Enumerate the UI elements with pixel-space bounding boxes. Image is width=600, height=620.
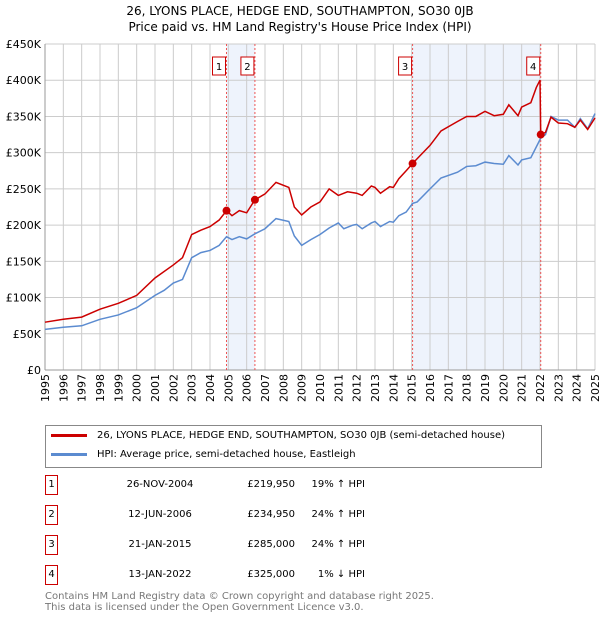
sale-hpi-diff: 24% ↑ HPI	[311, 539, 365, 550]
y-tick-label: £300K	[6, 147, 42, 160]
x-tick-label: 2002	[167, 374, 180, 402]
hpi-line	[44, 113, 596, 331]
sale-number: 3	[45, 535, 58, 555]
x-tick-label: 2001	[149, 374, 162, 402]
legend-label-property: 26, LYONS PLACE, HEDGE END, SOUTHAMPTON,…	[97, 430, 506, 441]
sale-hpi-diff: 1% ↓ HPI	[317, 569, 365, 580]
x-tick-label: 2000	[131, 374, 144, 402]
x-tick-label: 2016	[424, 374, 437, 402]
x-tick-label: 2013	[369, 374, 382, 402]
y-tick-label: £0	[27, 364, 41, 377]
y-tick-label: £450K	[6, 38, 42, 51]
footer-line-2: This data is licensed under the Open Gov…	[45, 602, 364, 613]
property-price-line	[44, 79, 596, 323]
sales-table-row: 4 13-JAN-2022 £325,000 1% ↓ HPI	[45, 565, 445, 585]
sales-table-row: 2 12-JUN-2006 £234,950 24% ↑ HPI	[45, 505, 445, 525]
sale-label-1: 1	[216, 62, 222, 73]
sales-table-row: 1 26-NOV-2004 £219,950 19% ↑ HPI	[45, 475, 445, 495]
x-tick-label: 2018	[461, 374, 474, 402]
sale-point-3	[408, 159, 417, 168]
legend-swatch-hpi	[51, 453, 87, 456]
x-tick-label: 1997	[76, 374, 89, 402]
y-tick-label: £400K	[6, 74, 42, 87]
sale-price: £285,000	[247, 539, 295, 550]
sale-number: 2	[45, 505, 58, 525]
x-tick-label: 2009	[296, 374, 309, 402]
sale-label-box-3	[398, 56, 413, 76]
shaded-range-1	[412, 44, 541, 370]
sale-point-2	[250, 195, 259, 204]
x-tick-label: 2020	[497, 374, 510, 402]
x-tick-label: 2006	[241, 374, 254, 402]
y-tick-label: £150K	[6, 255, 42, 268]
x-tick-label: 1998	[94, 374, 107, 402]
x-tick-label: 2024	[571, 374, 584, 402]
x-tick-label: 2025	[589, 374, 600, 402]
sale-date: 13-JAN-2022	[128, 569, 192, 580]
chart-title: 26, LYONS PLACE, HEDGE END, SOUTHAMPTON,…	[126, 4, 474, 18]
y-tick-label: £250K	[6, 183, 42, 196]
footer: Contains HM Land Registry data © Crown c…	[45, 591, 434, 613]
x-tick-label: 1995	[39, 374, 52, 402]
sale-price: £325,000	[247, 569, 295, 580]
legend-label-hpi: HPI: Average price, semi-detached house,…	[97, 449, 356, 460]
x-tick-label: 2015	[406, 374, 419, 402]
x-tick-label: 2004	[204, 374, 217, 402]
sale-date: 26-NOV-2004	[126, 479, 194, 490]
sale-hpi-diff: 24% ↑ HPI	[311, 509, 365, 520]
sale-label-box-2	[240, 56, 255, 76]
x-tick-label: 1999	[112, 374, 125, 402]
sale-label-4: 4	[530, 62, 536, 73]
sale-number: 4	[45, 565, 58, 585]
x-tick-label: 2017	[442, 374, 455, 402]
y-tick-label: £350K	[6, 110, 42, 123]
sale-label-2: 2	[244, 62, 250, 73]
y-tick-label: £100K	[6, 292, 42, 305]
y-tick-label: £50K	[13, 328, 42, 341]
sale-number: 1	[45, 475, 58, 495]
x-tick-label: 2011	[332, 374, 345, 402]
x-tick-label: 2021	[516, 374, 529, 402]
footer-line-1: Contains HM Land Registry data © Crown c…	[45, 591, 434, 602]
chart-subtitle: Price paid vs. HM Land Registry's House …	[128, 20, 472, 34]
sale-price: £219,950	[247, 479, 295, 490]
x-tick-label: 2005	[222, 374, 235, 402]
sale-label-3: 3	[402, 62, 408, 73]
x-tick-label: 2010	[314, 374, 327, 402]
sale-date: 12-JUN-2006	[128, 509, 192, 520]
legend-swatch-property	[51, 434, 87, 437]
sale-point-1	[222, 206, 231, 215]
x-tick-label: 2003	[186, 374, 199, 402]
sale-price: £234,950	[247, 509, 295, 520]
x-tick-label: 2007	[259, 374, 272, 402]
sale-point-4	[536, 130, 545, 139]
legend: 26, LYONS PLACE, HEDGE END, SOUTHAMPTON,…	[45, 425, 542, 468]
sale-hpi-diff: 19% ↑ HPI	[311, 479, 365, 490]
sale-label-box-1	[212, 56, 226, 76]
sales-table-row: 3 21-JAN-2015 £285,000 24% ↑ HPI	[45, 535, 445, 555]
x-tick-label: 2012	[351, 374, 364, 402]
y-tick-label: £200K	[6, 219, 42, 232]
sale-label-box-4	[526, 56, 541, 76]
x-tick-label: 2023	[552, 374, 565, 402]
sale-date: 21-JAN-2015	[128, 539, 192, 550]
x-tick-label: 2022	[534, 374, 547, 402]
plot-area: 1995 1996 1997 1998 1999 2000 2001 2002 2003 2004…	[6, 38, 600, 402]
x-tick-label: 2019	[479, 374, 492, 402]
x-tick-label: 1996	[57, 374, 70, 402]
x-tick-label: 2008	[277, 374, 290, 402]
x-tick-label: 2014	[387, 374, 400, 402]
